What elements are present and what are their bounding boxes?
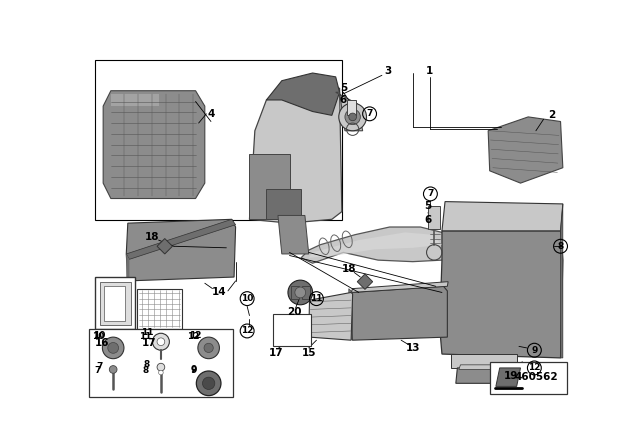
Circle shape bbox=[204, 343, 213, 353]
Circle shape bbox=[339, 103, 367, 131]
Polygon shape bbox=[456, 368, 513, 383]
Circle shape bbox=[157, 363, 164, 371]
Text: 4: 4 bbox=[207, 109, 214, 119]
Text: 13: 13 bbox=[406, 343, 420, 353]
Text: 12: 12 bbox=[241, 327, 253, 336]
Polygon shape bbox=[357, 274, 372, 289]
Polygon shape bbox=[301, 227, 451, 263]
Text: 7: 7 bbox=[428, 190, 433, 198]
Text: 7: 7 bbox=[96, 362, 102, 371]
Circle shape bbox=[102, 337, 124, 359]
Text: 9: 9 bbox=[191, 365, 197, 374]
Polygon shape bbox=[103, 90, 205, 198]
Circle shape bbox=[196, 371, 221, 396]
Polygon shape bbox=[451, 354, 516, 368]
Polygon shape bbox=[126, 220, 236, 281]
Text: 12: 12 bbox=[187, 332, 200, 341]
Circle shape bbox=[157, 338, 164, 345]
Text: 12: 12 bbox=[528, 363, 541, 372]
Polygon shape bbox=[440, 231, 563, 358]
Bar bbox=[490, 362, 566, 394]
Text: 5: 5 bbox=[424, 201, 432, 211]
Polygon shape bbox=[351, 286, 447, 340]
Text: 11: 11 bbox=[141, 328, 154, 337]
Polygon shape bbox=[302, 286, 310, 299]
Text: 3: 3 bbox=[385, 66, 392, 76]
Text: 10: 10 bbox=[92, 332, 104, 341]
Circle shape bbox=[198, 337, 220, 359]
Polygon shape bbox=[308, 233, 442, 258]
Text: 1: 1 bbox=[426, 66, 433, 76]
Bar bbox=[95, 60, 342, 220]
Text: 18: 18 bbox=[145, 232, 160, 242]
Polygon shape bbox=[126, 254, 129, 281]
Polygon shape bbox=[278, 215, 308, 254]
Circle shape bbox=[345, 109, 360, 125]
Polygon shape bbox=[111, 94, 159, 106]
Text: 8: 8 bbox=[143, 366, 148, 375]
Bar bbox=[90, 329, 232, 397]
Text: 6: 6 bbox=[340, 95, 347, 105]
Text: 12: 12 bbox=[189, 331, 201, 340]
Text: 15: 15 bbox=[301, 348, 316, 358]
Text: 20: 20 bbox=[287, 307, 301, 318]
Bar bbox=[273, 314, 311, 346]
Polygon shape bbox=[250, 77, 342, 223]
Text: 19: 19 bbox=[504, 370, 518, 381]
Polygon shape bbox=[349, 289, 353, 340]
Text: 2: 2 bbox=[548, 110, 555, 121]
Polygon shape bbox=[308, 293, 353, 340]
Polygon shape bbox=[459, 365, 508, 370]
Polygon shape bbox=[266, 189, 301, 220]
Text: 6: 6 bbox=[424, 215, 432, 225]
Bar bbox=[100, 282, 131, 325]
Circle shape bbox=[159, 370, 163, 375]
Text: 8: 8 bbox=[144, 360, 150, 369]
Polygon shape bbox=[266, 73, 340, 116]
Text: 17: 17 bbox=[268, 348, 283, 358]
Bar bbox=[428, 206, 440, 229]
Text: 8: 8 bbox=[557, 242, 564, 251]
Polygon shape bbox=[561, 204, 563, 358]
Bar bbox=[348, 100, 356, 115]
Text: 7: 7 bbox=[366, 109, 372, 118]
Text: 18: 18 bbox=[342, 264, 357, 274]
Polygon shape bbox=[291, 286, 299, 299]
Polygon shape bbox=[488, 117, 563, 183]
Circle shape bbox=[288, 280, 312, 305]
Text: 14: 14 bbox=[211, 288, 226, 297]
Polygon shape bbox=[351, 282, 448, 293]
Text: 17: 17 bbox=[142, 338, 157, 348]
Text: 10: 10 bbox=[241, 294, 253, 303]
Text: 9: 9 bbox=[190, 366, 196, 375]
Polygon shape bbox=[250, 154, 289, 220]
Circle shape bbox=[349, 113, 356, 121]
Circle shape bbox=[202, 377, 215, 389]
Circle shape bbox=[108, 343, 118, 353]
Polygon shape bbox=[496, 368, 520, 386]
Text: 5: 5 bbox=[340, 82, 347, 93]
Text: 16: 16 bbox=[94, 338, 109, 348]
Text: 11: 11 bbox=[140, 332, 152, 341]
Bar bbox=[95, 277, 136, 329]
Bar bbox=[137, 289, 182, 329]
Polygon shape bbox=[157, 238, 172, 254]
Bar bbox=[104, 285, 125, 321]
Circle shape bbox=[109, 366, 117, 373]
Polygon shape bbox=[336, 92, 363, 131]
Polygon shape bbox=[126, 220, 236, 259]
Polygon shape bbox=[442, 202, 563, 231]
Text: 7: 7 bbox=[95, 366, 101, 375]
Text: 11: 11 bbox=[310, 294, 323, 303]
Text: 10: 10 bbox=[93, 331, 106, 340]
Circle shape bbox=[152, 333, 170, 350]
Circle shape bbox=[295, 287, 306, 298]
Text: 9: 9 bbox=[531, 346, 538, 355]
Text: 460562: 460562 bbox=[514, 372, 557, 382]
